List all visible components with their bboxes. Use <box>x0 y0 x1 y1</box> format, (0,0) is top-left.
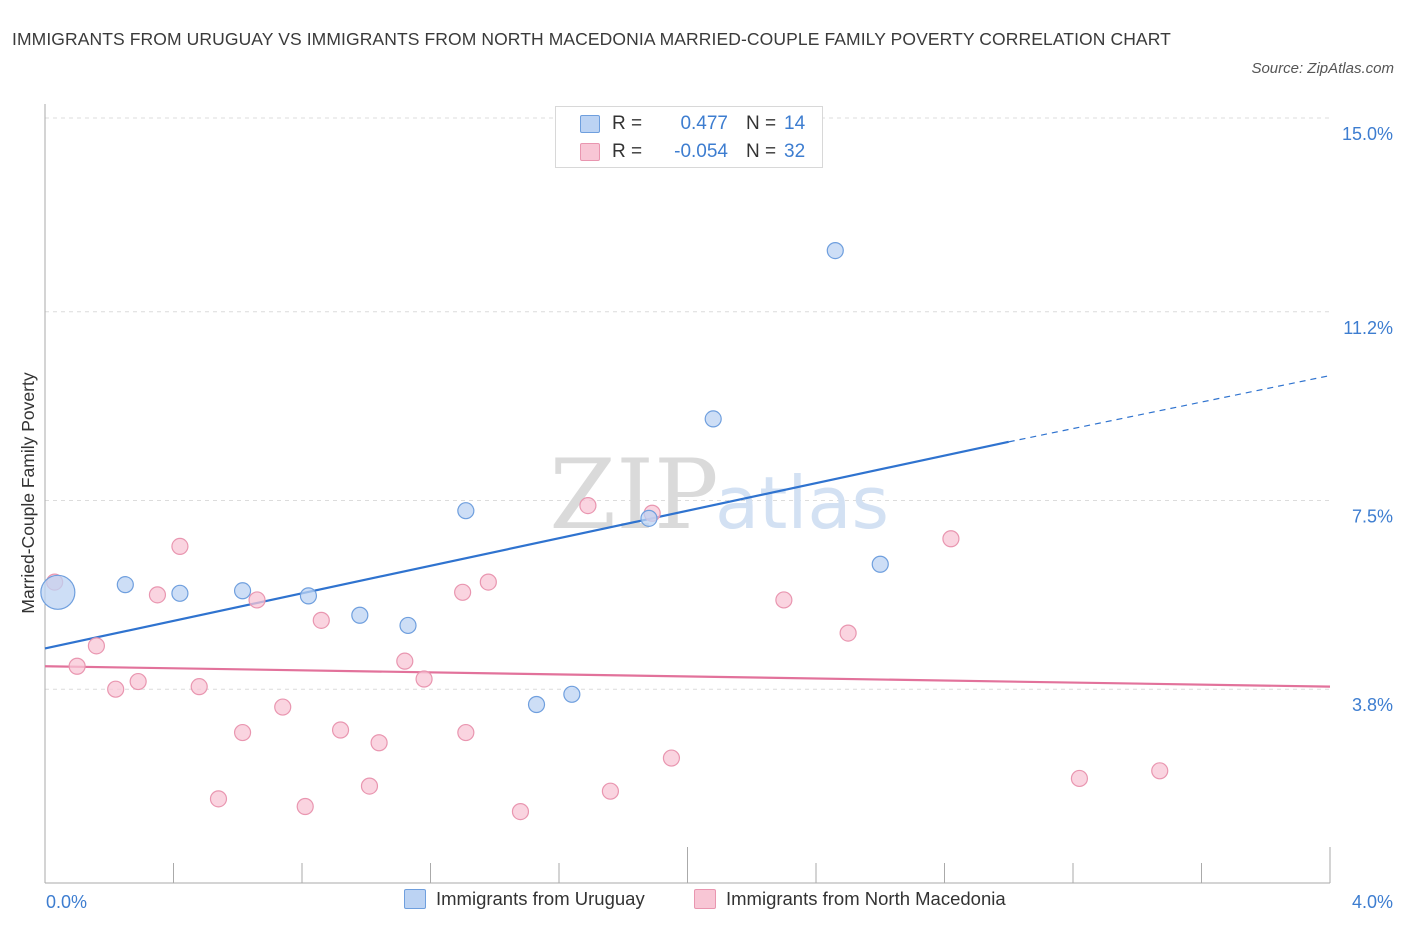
point-north-macedonia <box>775 591 793 609</box>
y-tick-label: 15.0% <box>1342 124 1393 144</box>
point-north-macedonia <box>331 721 350 739</box>
x-tick-label: 4.0% <box>1352 892 1393 912</box>
legend-swatch-pink <box>580 143 600 161</box>
correlation-legend: R = 0.477 N = 14 R = -0.054 N = 32 <box>555 106 823 168</box>
trend-line-north-macedonia <box>44 665 1331 688</box>
point-north-macedonia <box>601 782 620 800</box>
gridlines <box>45 117 1330 690</box>
point-north-macedonia <box>129 672 147 691</box>
y-tick-label: 11.2% <box>1343 318 1393 338</box>
legend-n-value: 14 <box>784 113 806 134</box>
point-north-macedonia <box>296 797 314 816</box>
trend-line-uruguay-extension <box>1008 374 1331 443</box>
point-north-macedonia <box>454 583 472 601</box>
trend-line-uruguay <box>44 440 1009 650</box>
point-north-macedonia <box>360 777 379 795</box>
point-uruguay <box>116 576 134 594</box>
point-north-macedonia <box>248 591 266 609</box>
watermark-zip: ZIP <box>549 439 718 551</box>
legend-row-north-macedonia: R = -0.054 N = 32 <box>580 139 805 165</box>
point-uruguay <box>527 695 546 714</box>
point-north-macedonia <box>479 573 497 591</box>
point-north-macedonia <box>579 497 597 515</box>
watermark-atlas: atlas <box>715 461 889 545</box>
point-north-macedonia <box>1070 769 1089 788</box>
point-north-macedonia <box>662 749 681 767</box>
legend-r-value: 0.477 <box>680 113 728 134</box>
legend-swatch-blue <box>580 115 600 133</box>
point-uruguay <box>40 574 76 610</box>
point-north-macedonia <box>415 670 433 688</box>
tick-labels: 3.8% 7.5% 11.2% 15.0% 0.0% 4.0% <box>46 124 1393 912</box>
point-north-macedonia <box>942 530 960 548</box>
point-north-macedonia <box>274 698 292 716</box>
point-uruguay <box>704 410 722 428</box>
legend-n-label: N = <box>746 141 777 162</box>
point-north-macedonia <box>511 802 530 821</box>
series-legend-label: Immigrants from Uruguay <box>436 888 645 909</box>
point-north-macedonia <box>148 586 167 604</box>
point-north-macedonia <box>171 537 189 556</box>
point-north-macedonia <box>457 723 475 742</box>
legend-r-label: R = <box>612 113 643 134</box>
point-north-macedonia <box>839 624 857 642</box>
series-legend: Immigrants from Uruguay Immigrants from … <box>0 888 1406 916</box>
point-uruguay <box>871 555 889 573</box>
point-north-macedonia <box>107 680 125 698</box>
trend-lines <box>44 374 1331 688</box>
point-uruguay <box>171 584 189 602</box>
point-uruguay <box>299 587 318 605</box>
point-north-macedonia <box>312 611 330 629</box>
legend-row-uruguay: R = 0.477 N = 14 <box>580 111 805 137</box>
legend-r-value: -0.054 <box>674 141 728 162</box>
watermark: ZIP atlas <box>549 439 889 551</box>
chart-title: IMMIGRANTS FROM URUGUAY VS IMMIGRANTS FR… <box>12 29 1171 49</box>
y-axis-label: Married-Couple Family Poverty <box>18 372 38 613</box>
axes <box>44 104 1331 884</box>
chart-source: Source: ZipAtlas.com <box>1251 60 1394 77</box>
point-uruguay <box>826 242 844 260</box>
series-swatch-pink <box>694 889 716 909</box>
point-uruguay <box>233 582 252 600</box>
point-north-macedonia <box>233 723 252 742</box>
data-points <box>40 242 1169 821</box>
series-legend-uruguay: Immigrants from Uruguay <box>404 888 645 910</box>
point-north-macedonia <box>68 657 86 675</box>
point-north-macedonia <box>396 652 414 670</box>
x-tick-label: 0.0% <box>46 892 87 912</box>
point-uruguay <box>640 509 658 527</box>
point-north-macedonia <box>370 734 388 752</box>
legend-n-label: N = <box>746 113 777 134</box>
point-uruguay <box>563 685 581 703</box>
y-tick-label: 7.5% <box>1352 507 1393 527</box>
y-tick-label: 3.8% <box>1352 695 1393 715</box>
point-north-macedonia <box>190 678 208 696</box>
point-north-macedonia <box>209 790 228 808</box>
point-uruguay <box>351 606 369 624</box>
point-north-macedonia <box>1151 762 1169 780</box>
legend-n-value: 32 <box>784 141 806 162</box>
series-legend-label: Immigrants from North Macedonia <box>726 888 1006 909</box>
point-north-macedonia <box>87 637 106 655</box>
point-uruguay <box>457 502 475 520</box>
series-legend-north-macedonia: Immigrants from North Macedonia <box>694 888 1006 910</box>
legend-r-label: R = <box>612 141 643 162</box>
point-uruguay <box>399 616 417 635</box>
series-swatch-blue <box>404 889 426 909</box>
